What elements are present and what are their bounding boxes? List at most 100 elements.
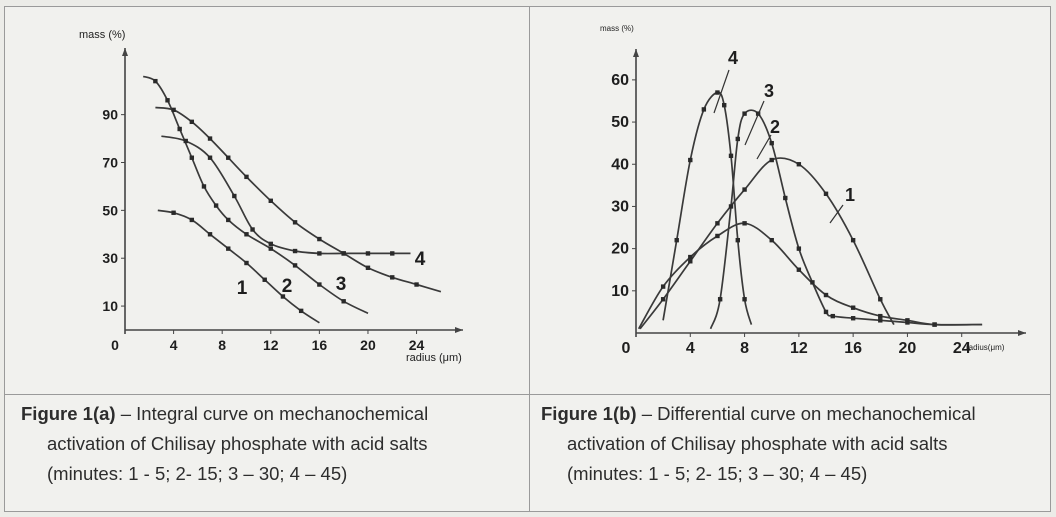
y-axis-arrow <box>633 49 639 57</box>
series-1-point <box>769 157 774 163</box>
series-3-point <box>823 309 829 315</box>
differential-curve-chart: mass (%)radius(μm)0 4 8 12 16 20 2410203040506… <box>600 24 1026 357</box>
y-axis-title: mass (%) <box>600 24 634 33</box>
caption-figure-label: Figure 1(b) <box>541 403 637 424</box>
series-1-point <box>688 259 693 264</box>
series-2-point <box>213 203 219 208</box>
series-4-point <box>207 155 213 160</box>
curve-label-leader <box>744 100 765 146</box>
series-2-point <box>244 232 249 237</box>
series-4-point <box>292 248 298 254</box>
series-3-point <box>414 282 419 287</box>
x-tick-label: 4 <box>686 340 695 357</box>
series-4-point <box>674 237 679 243</box>
series-4-point <box>728 153 734 159</box>
series-2-point <box>341 299 346 304</box>
series-3-point <box>932 322 937 327</box>
series-2-point <box>268 246 273 251</box>
series-3-point <box>268 198 273 203</box>
x-tick-label: 12 <box>263 337 279 353</box>
y-tick-label: 10 <box>102 298 118 314</box>
series-2-point <box>660 284 666 289</box>
x-tick-label: 8 <box>218 337 226 353</box>
series-4-line <box>662 91 753 325</box>
series-1-point <box>823 191 829 196</box>
series-3-point <box>783 195 788 201</box>
series-3-point <box>769 140 774 146</box>
x-tick-label: 20 <box>360 337 376 353</box>
origin-label: 0 <box>622 340 631 357</box>
series-4-point <box>390 251 395 256</box>
series-1-point <box>796 162 802 167</box>
series-3-point <box>796 246 802 251</box>
series-3-point <box>830 313 835 319</box>
curve-label: 4 <box>415 249 426 270</box>
series-3-point <box>244 174 249 180</box>
series-2-point <box>201 184 207 189</box>
series-1-point <box>262 277 267 282</box>
curve-label: 2 <box>770 117 780 137</box>
series-2-point <box>878 313 883 319</box>
series-2-point <box>153 78 158 84</box>
series-4-point <box>268 241 273 247</box>
series-3-point <box>317 236 322 242</box>
series-2-point <box>823 292 829 298</box>
series-2-point <box>769 237 774 243</box>
series-3-point <box>850 316 856 321</box>
series-3-point <box>226 155 231 160</box>
series-4-point <box>317 251 322 256</box>
series-1-point <box>878 297 883 302</box>
integral-curve-chart: mass (%)radius (μm)0 4 8 12 16 20 241030507090… <box>79 29 463 364</box>
x-axis-title: radius(μm) <box>966 343 1005 352</box>
curve-label: 3 <box>764 81 774 101</box>
y-tick-label: 40 <box>611 156 629 173</box>
series-2-point <box>796 267 802 272</box>
caption-text-line: (minutes: 1 - 5; 2- 15; 3 – 30; 4 – 45) <box>567 463 868 484</box>
caption-text-line: – Differential curve on mechanochemical <box>636 403 976 424</box>
series-4-point <box>722 102 727 108</box>
series-3-point <box>171 107 176 113</box>
series-1-point <box>244 260 249 266</box>
series-4-point <box>688 157 693 163</box>
panel-divider-vertical <box>529 7 530 511</box>
y-tick-label: 10 <box>611 283 629 300</box>
series-3-point <box>810 280 815 285</box>
series-4-line <box>161 135 411 255</box>
y-axis-title: mass (%) <box>79 29 125 41</box>
x-axis-arrow <box>1018 330 1026 336</box>
x-axis-title: radius (μm) <box>406 352 462 364</box>
series-3-point <box>207 136 213 141</box>
series-4-point <box>183 138 188 144</box>
x-tick-label: 24 <box>409 337 425 353</box>
x-tick-label: 16 <box>844 340 862 357</box>
series-1-point <box>171 210 176 215</box>
series-1-point <box>280 294 286 299</box>
curve-label-leader <box>756 134 772 160</box>
curve-label-leader <box>829 204 844 224</box>
series-2-point <box>165 98 170 103</box>
series-1-point <box>189 217 195 223</box>
series-1-point <box>850 237 856 243</box>
series-3-point <box>878 318 883 323</box>
series-3-point <box>735 136 740 142</box>
series-4-point <box>341 251 346 256</box>
series-3-point <box>742 111 747 116</box>
series-2-point <box>177 126 182 132</box>
x-tick-label: 24 <box>953 340 971 357</box>
series-3-point <box>717 297 723 302</box>
series-2-point <box>317 282 322 287</box>
series-3-point <box>905 320 910 325</box>
y-tick-label: 20 <box>611 241 629 258</box>
caption-text-line: activation of Chilisay phosphate with ac… <box>47 433 428 454</box>
series-2-point <box>226 217 231 223</box>
figure-frame: mass (%) radius (μm) 0 4 8 12 16 20 24 10 30 50 70 90… <box>4 6 1051 512</box>
x-tick-label: 4 <box>170 337 178 353</box>
curve-label: 4 <box>728 48 738 68</box>
series-1-line <box>639 157 895 330</box>
series-3-point <box>390 275 395 280</box>
series-2-point <box>850 305 856 310</box>
series-2-point <box>688 254 693 260</box>
series-3-point <box>292 220 298 225</box>
series-4-point <box>715 90 720 95</box>
caption-figure-1a: Figure 1(a) – Integral curve on mechanoc… <box>21 399 428 489</box>
